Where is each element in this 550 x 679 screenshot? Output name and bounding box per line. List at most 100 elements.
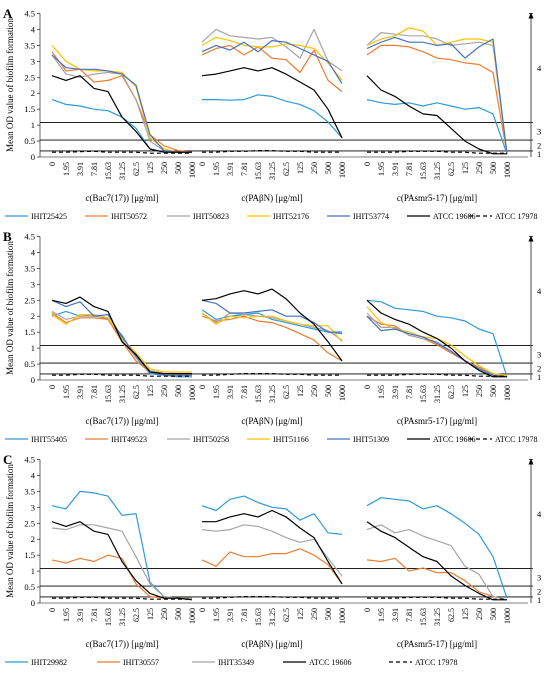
series-line-ihit51309	[201, 299, 342, 333]
x-tick-label: 500	[324, 608, 333, 620]
series-line-ihit49523	[201, 315, 343, 362]
legend-label: IHIT52176	[273, 212, 309, 221]
series-line-ihit50823	[201, 28, 343, 72]
x-tick-label: 7.81	[90, 162, 99, 176]
x-tick-label: 62.5	[282, 162, 291, 176]
y-axis-label: Mean OD value of biofilm formation	[5, 464, 15, 598]
y-tick-label: 2.5	[24, 295, 35, 305]
subplot-2: 0 1.95 3.91 7.81 15.63 31.25 62.5 125 250 500 1000…	[198, 28, 347, 203]
x-tick-label: 1.95	[62, 162, 71, 176]
y-tick-label: 4	[31, 24, 36, 34]
x-tick-label: 250	[310, 385, 319, 397]
x-tick-label: 250	[310, 162, 319, 174]
y-tick-label: 1.5	[24, 327, 35, 337]
x-tick-label: 15.63	[104, 608, 113, 626]
x-axis-label: c(PAsmr5-17) [μg/ml]	[397, 193, 477, 203]
legend-label: IHIT49523	[111, 435, 147, 444]
series-line-ihit49523	[51, 312, 192, 376]
x-tick-label: 0	[198, 162, 207, 166]
series-line-ihit51166	[366, 306, 508, 376]
series-line-ihit53774	[201, 39, 343, 84]
category-label: 1	[537, 372, 541, 382]
x-tick-label: 7.81	[240, 608, 249, 622]
subplot-2: 0 1.95 3.91 7.81 15.63 31.25 62.5 125 250 500 1000…	[198, 288, 347, 426]
y-tick-label: 0.5	[24, 359, 35, 369]
y-tick-label: 2	[31, 311, 35, 321]
x-tick-label: 250	[475, 385, 484, 397]
x-tick-label: 31.25	[118, 162, 127, 180]
subplot-1: 0 1.95 3.91 7.81 15.63 31.25 62.5 125 250 500 1000…	[48, 45, 197, 203]
x-tick-label: 500	[324, 162, 333, 174]
y-tick-label: 4	[31, 470, 36, 480]
x-tick-label: 31.25	[118, 608, 127, 626]
series-line-ihit25425	[202, 94, 343, 139]
x-axis-label: c(Bac7(17)) [μg/ml]	[85, 639, 158, 649]
x-tick-label: 31.25	[433, 385, 442, 403]
x-tick-label: 31.25	[268, 385, 277, 403]
x-tick-label: 500	[174, 608, 183, 620]
series-line-atcc-17978	[52, 596, 192, 600]
series-line-ihit29982	[201, 495, 343, 535]
x-tick-label: 0	[363, 162, 372, 166]
x-tick-label: 7.81	[240, 385, 249, 399]
category-arrow-icon	[528, 458, 534, 465]
y-tick-label: 1.5	[24, 550, 35, 560]
series-line-atcc-17978	[367, 150, 507, 154]
x-tick-label: 500	[174, 162, 183, 174]
panel-letter: C	[3, 452, 12, 467]
x-tick-label: 0	[198, 385, 207, 389]
series-line-atcc-17978	[52, 150, 192, 154]
x-tick-label: 62.5	[132, 608, 141, 622]
series-line-atcc-19606	[202, 509, 343, 585]
series-line-atcc-19606	[366, 521, 507, 601]
x-tick-label: 7.81	[405, 608, 414, 622]
legend-label: IHIT55405	[31, 435, 67, 444]
x-tick-label: 31.25	[268, 608, 277, 626]
series-line-ihit51309	[51, 299, 192, 376]
y-tick-label: 3	[31, 56, 35, 66]
series-line-ihit29982	[366, 497, 508, 599]
panel-letter: A	[3, 6, 13, 21]
x-tick-label: 0	[48, 608, 57, 612]
series-line-ihit53774	[51, 54, 192, 153]
y-tick-label: 3.5	[24, 263, 35, 273]
series-line-ihit35349	[366, 524, 508, 601]
x-tick-label: 3.91	[391, 385, 400, 399]
y-tick-label: 4	[31, 247, 36, 257]
x-tick-label: 15.63	[419, 608, 428, 626]
x-axis-label: c(PAβN) [μg/ml]	[241, 639, 302, 649]
x-tick-label: 3.91	[76, 385, 85, 399]
x-tick-label: 500	[489, 385, 498, 397]
legend-label: ATCC 19606	[433, 435, 475, 444]
y-tick-label: 1	[31, 343, 35, 353]
y-tick-label: 4.5	[24, 231, 35, 241]
x-tick-label: 62.5	[447, 385, 456, 399]
series-line-ihit52176	[201, 36, 343, 81]
legend-label: IHIT53774	[353, 212, 389, 221]
legend-label: ATCC 19606	[433, 212, 475, 221]
category-label: 4	[537, 509, 542, 519]
series-line-ihit25425	[366, 99, 508, 154]
x-tick-label: 0	[198, 608, 207, 612]
x-tick-label: 125	[461, 385, 470, 397]
x-tick-label: 250	[475, 162, 484, 174]
x-tick-label: 3.91	[226, 162, 235, 176]
series-line-atcc-17978	[52, 373, 192, 377]
series-line-ihit50572	[366, 44, 508, 154]
legend-label: IHIT50823	[193, 212, 229, 221]
x-tick-label: 31.25	[433, 608, 442, 626]
x-tick-label: 62.5	[132, 385, 141, 399]
x-tick-label: 250	[160, 385, 169, 397]
series-line-ihit51309	[366, 315, 508, 378]
panel-C: C 0 0.5 1 1.5 2 2.5 3 3.5 4 4.5 Mean OD value of bi…	[3, 452, 542, 667]
x-tick-label: 1000	[503, 608, 512, 624]
x-tick-label: 62.5	[282, 608, 291, 622]
x-tick-label: 1000	[188, 385, 197, 401]
x-tick-label: 125	[146, 608, 155, 620]
x-tick-label: 0	[48, 162, 57, 166]
x-tick-label: 15.63	[254, 608, 263, 626]
category-label: 3	[537, 126, 541, 136]
x-tick-label: 15.63	[254, 385, 263, 403]
y-tick-label: 3.5	[24, 486, 35, 496]
y-tick-label: 3	[31, 502, 35, 512]
